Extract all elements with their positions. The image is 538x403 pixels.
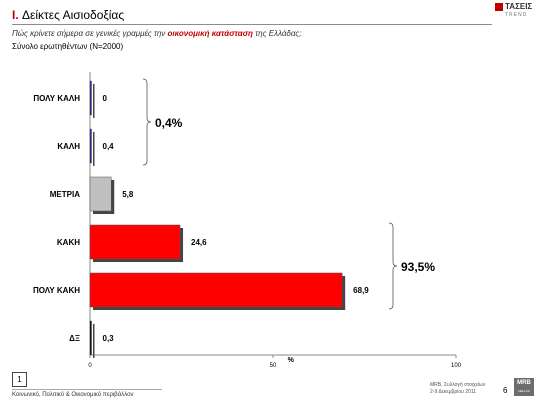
bar [89,176,112,212]
logo-sub: TREND [505,12,528,18]
category-label: ΠΟΛΥ ΚΑΛΗ [33,94,80,103]
section-number-box: 1 [12,372,27,387]
data-label: 68,9 [353,286,369,295]
x-tick-label: 100 [451,363,462,369]
bar-shadow [93,132,95,166]
group-bracket [142,78,152,166]
category-label: ΠΟΛΥ ΚΑΚΗ [33,286,80,295]
sample-base: Σύνολο ερωτηθέντων (N=2000) [12,42,124,51]
question-suffix: της Ελλάδας; [255,29,302,38]
mrb-logo: MRB HELLAS [514,378,534,396]
group-total-label: 93,5% [401,260,435,274]
data-label: 5,8 [122,190,134,199]
title-number: I. [12,8,19,22]
x-axis-label: % [288,357,295,364]
question-text: Πώς κρίνετε σήμερα σε γενικές γραμμές τη… [12,29,302,38]
title-text: Δείκτες Αισιοδοξίας [22,8,125,22]
bar [89,128,92,164]
title-divider [12,24,492,25]
group-bracket [388,222,398,310]
logo-mark [495,3,503,11]
footer-divider [12,389,162,390]
question-highlight: οικονομική κατάσταση [167,29,253,38]
data-label: 0 [103,94,108,103]
mrb-logo-sub: HELLAS [518,389,530,393]
x-tick-label: 0 [88,363,92,369]
category-label: ΔΞ [69,334,80,343]
data-label: 0,4 [103,142,115,151]
data-label: 24,6 [191,238,207,247]
logo-name: ΤΑΣΕΙΣ [505,2,533,11]
footer-date: 2-9 Δεκεμβρίου 2011 [430,389,477,395]
mrb-logo-text: MRB [517,380,531,386]
page-number: 6 [503,386,508,395]
category-label: ΚΑΛΗ [57,142,80,151]
footer-source: MRB, Συλλογή στοιχείων [430,382,486,388]
bar-chart: 0 50 100% ΠΟΛΥ ΚΑΛΗ 0 ΚΑΛΗ 0,4 ΜΕΤΡΙΑ 5,8 ΚΑΚΗ 24,… [33,72,462,369]
bar [89,224,181,260]
brand-logo: ΤΑΣΕΙΣ TREND [495,2,533,23]
group-total-label: 0,4% [155,116,183,130]
page-title: I. Δείκτες Αισιοδοξίας [12,8,124,22]
bar-shadow [93,324,95,358]
question-prefix: Πώς κρίνετε σήμερα σε γενικές γραμμές τη… [12,29,166,38]
footer-section-title: Κοινωνικό, Πολιτικό & Οικονομικό περιβάλ… [12,392,134,398]
bar [89,80,92,116]
category-label: ΜΕΤΡΙΑ [50,190,80,199]
data-label: 0,3 [103,334,115,343]
bar [89,272,343,308]
bar-shadow [93,84,95,118]
bar [89,320,92,356]
category-label: ΚΑΚΗ [57,238,80,247]
x-tick-label: 50 [270,363,277,369]
